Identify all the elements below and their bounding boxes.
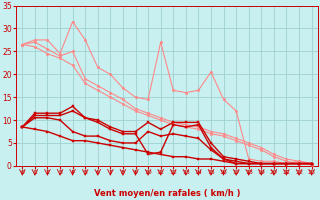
X-axis label: Vent moyen/en rafales ( km/h ): Vent moyen/en rafales ( km/h ): [94, 189, 240, 198]
